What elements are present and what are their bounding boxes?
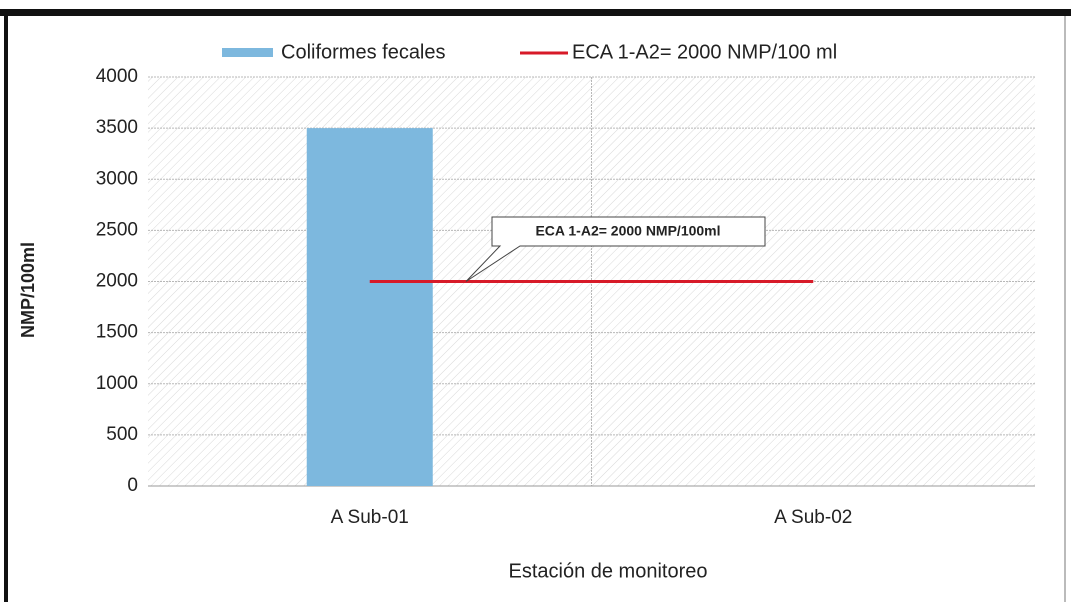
y-tick-label: 2000 bbox=[96, 271, 138, 292]
y-tick-label: 1500 bbox=[96, 322, 138, 343]
y-tick-label: 500 bbox=[106, 424, 138, 445]
callout bbox=[465, 216, 766, 282]
y-tick-label: 1000 bbox=[96, 373, 138, 394]
x-tick-label: A Sub-02 bbox=[774, 507, 852, 528]
y-tick-label: 0 bbox=[127, 475, 138, 496]
y-axis-label: NMP/100ml bbox=[18, 242, 38, 338]
legend-swatch bbox=[222, 48, 273, 57]
frame-top bbox=[0, 9, 1071, 16]
bar bbox=[306, 128, 433, 486]
frame-right bbox=[1064, 16, 1066, 602]
frame-left bbox=[4, 9, 8, 602]
legend-label: ECA 1-A2= 2000 NMP/100 ml bbox=[572, 41, 837, 63]
y-tick-label: 3500 bbox=[96, 117, 138, 138]
legend-label: Coliformes fecales bbox=[281, 41, 446, 63]
annotation: ECA 1-A2= 2000 NMP/100ml bbox=[535, 223, 720, 239]
x-axis-label: Estación de monitoreo bbox=[508, 560, 707, 582]
y-tick-label: 2500 bbox=[96, 219, 138, 240]
x-tick-label: A Sub-01 bbox=[331, 507, 409, 528]
y-tick-label: 4000 bbox=[96, 66, 138, 87]
y-tick-label: 3000 bbox=[96, 168, 138, 189]
